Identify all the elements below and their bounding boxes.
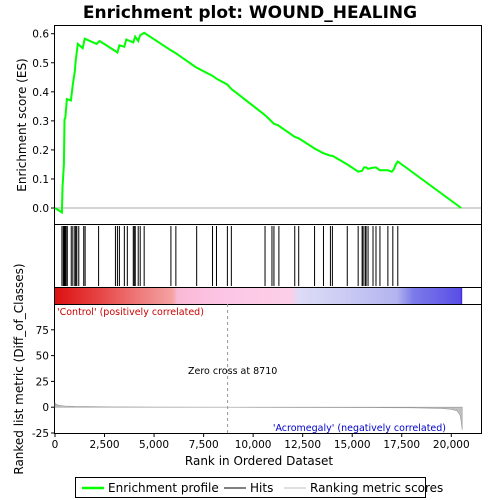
ranking-metric-area <box>54 402 463 430</box>
x-tick-label: 15,000 <box>334 439 371 451</box>
x-axis-label: Rank in Ordered Dataset <box>185 454 333 468</box>
metric-y-ticks: -25 0 25 50 75 <box>32 325 55 440</box>
es-panel-frame <box>54 25 482 225</box>
x-tick-label: 10,000 <box>235 439 272 451</box>
chart-title: Enrichment plot: WOUND_HEALING <box>83 3 417 23</box>
metric-panel-frame <box>54 304 482 434</box>
metric-tick-label: 75 <box>36 325 49 337</box>
x-tick-label: 2,500 <box>90 439 120 451</box>
legend: Enrichment profile Hits Ranking metric sco… <box>82 481 443 495</box>
legend-label: Hits <box>250 481 273 495</box>
x-axis-ticks: 0 2,500 5,000 7,500 10,000 12,500 15,000 17,500… <box>52 433 470 451</box>
x-tick-label: 0 <box>52 439 59 451</box>
es-tick-label: 0.3 <box>32 116 49 128</box>
es-tick-label: 0.4 <box>32 87 49 99</box>
legend-label: Ranking metric scores <box>310 481 443 495</box>
x-tick-label: 5,000 <box>139 439 169 451</box>
hits-panel-frame <box>54 224 482 288</box>
x-tick-label: 17,500 <box>383 439 420 451</box>
metric-tick-label: -25 <box>32 428 49 440</box>
es-tick-label: 0.1 <box>32 174 49 186</box>
x-tick-label: 12,500 <box>284 439 321 451</box>
es-tick-label: 0.5 <box>32 58 49 70</box>
es-y-axis-label: Enrichment score (ES) <box>15 58 29 191</box>
metric-tick-label: 25 <box>36 376 49 388</box>
metric-y-axis-label: Ranked list metric (Diff_of_Classes) <box>12 263 26 474</box>
x-tick-label: 20,000 <box>433 439 470 451</box>
rank-heatmap-bar <box>55 288 463 304</box>
zero-cross-label: Zero cross at 8710 <box>188 366 277 377</box>
metric-tick-label: 50 <box>36 351 49 363</box>
metric-tick-label: 0 <box>42 402 49 414</box>
legend-box <box>75 477 426 498</box>
hit-marks <box>61 226 399 286</box>
legend-label: Enrichment profile <box>108 481 219 495</box>
enrichment-profile-line <box>54 31 462 215</box>
x-tick-label: 7,500 <box>189 439 219 451</box>
es-tick-label: 0.0 <box>32 203 49 215</box>
negative-correlation-label: 'Acromegaly' (negatively correlated) <box>273 423 446 434</box>
es-tick-label: 0.2 <box>32 145 49 157</box>
positive-correlation-label: 'Control' (positively correlated) <box>57 307 204 318</box>
es-y-ticks: 0.0 0.1 0.2 0.3 0.4 0.5 0.6 <box>32 29 55 215</box>
es-tick-label: 0.6 <box>32 29 49 41</box>
